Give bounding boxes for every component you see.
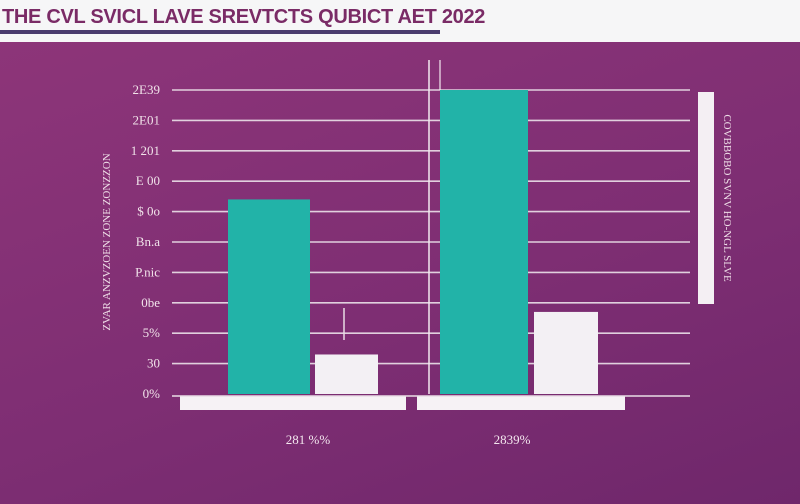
bar-base: [180, 396, 406, 410]
x-tick-label: 2839%: [494, 432, 531, 447]
chart-title: THE CVL SVICL LAVE SREVTCTS QUBICT AET 2…: [2, 6, 486, 28]
bar: [440, 90, 528, 394]
y-tick-label: 5%: [143, 325, 161, 340]
x-tick-label: 281 %%: [286, 432, 331, 447]
title-bar: THE CVL SVICL LAVE SREVTCTS QUBICT AET 2…: [0, 0, 800, 42]
bar: [315, 354, 378, 394]
y-tick-label: P.nic: [135, 264, 160, 279]
right-axis-label: COVBBOBO SVNV HO-NGL SLVE: [721, 114, 733, 282]
plot-area: 0% 30 5% 0be P.nic Bn.a $ 0o E 00 1 201 2E01 2E39 Z…: [0, 42, 800, 504]
y-tick-label: 0%: [143, 386, 161, 401]
bar: [534, 311, 598, 394]
y-tick-label: 0be: [141, 295, 160, 310]
right-panel: [698, 92, 714, 304]
bar: [228, 199, 310, 394]
y-tick-label: E 00: [136, 173, 160, 188]
bar-base: [417, 396, 625, 410]
title-underline: [0, 30, 440, 34]
y-tick-label: 30: [147, 356, 160, 371]
bar-chart: 0% 30 5% 0be P.nic Bn.a $ 0o E 00 1 201 2E01 2E39 Z…: [101, 60, 733, 447]
y-tick-label: Bn.a: [136, 234, 160, 249]
y-tick-label: 1 201: [131, 143, 160, 158]
y-tick-label: 2E39: [133, 82, 160, 97]
y-tick-label: 2E01: [133, 112, 160, 127]
y-tick-label: $ 0o: [137, 204, 160, 219]
y-axis-label: ZVAR ANZVZOEN ZONE ZONZZON: [101, 153, 113, 330]
